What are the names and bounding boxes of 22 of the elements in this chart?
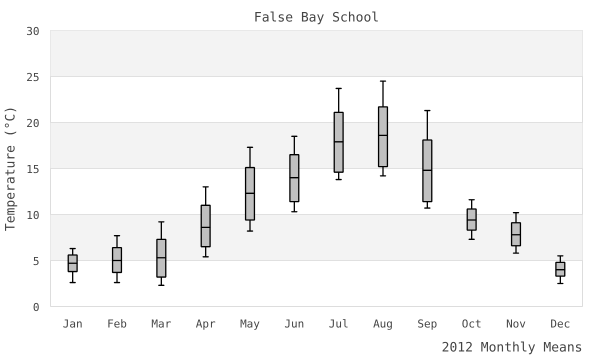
x-tick-label: Sep: [417, 318, 438, 330]
x-tick-label: Nov: [506, 318, 526, 330]
x-tick-label: Aug: [373, 318, 393, 330]
y-tick-label: 0: [32, 301, 40, 314]
y-tick-label: 30: [26, 25, 40, 38]
y-tick-label: 20: [26, 117, 40, 130]
y-axis-title: Temperature (°C): [3, 106, 18, 232]
y-tick-label: 5: [32, 255, 40, 268]
x-tick-label: Jan: [62, 318, 83, 330]
x-tick-label: Dec: [550, 318, 570, 330]
x-axis-title: 2012 Monthly Means: [442, 340, 583, 356]
x-tick-label: Jul: [328, 318, 349, 330]
x-tick-label: Oct: [462, 318, 482, 330]
chart-title: False Bay School: [254, 10, 380, 26]
x-tick-label: Mar: [151, 318, 172, 330]
x-tick-label: May: [240, 318, 260, 330]
y-tick-label: 10: [26, 209, 40, 222]
x-tick-label: Jun: [284, 318, 304, 330]
y-tick-label: 25: [26, 71, 40, 84]
y-tick-label: 15: [26, 163, 40, 176]
x-tick-label: Feb: [107, 318, 127, 330]
x-tick-label: Apr: [196, 318, 216, 330]
